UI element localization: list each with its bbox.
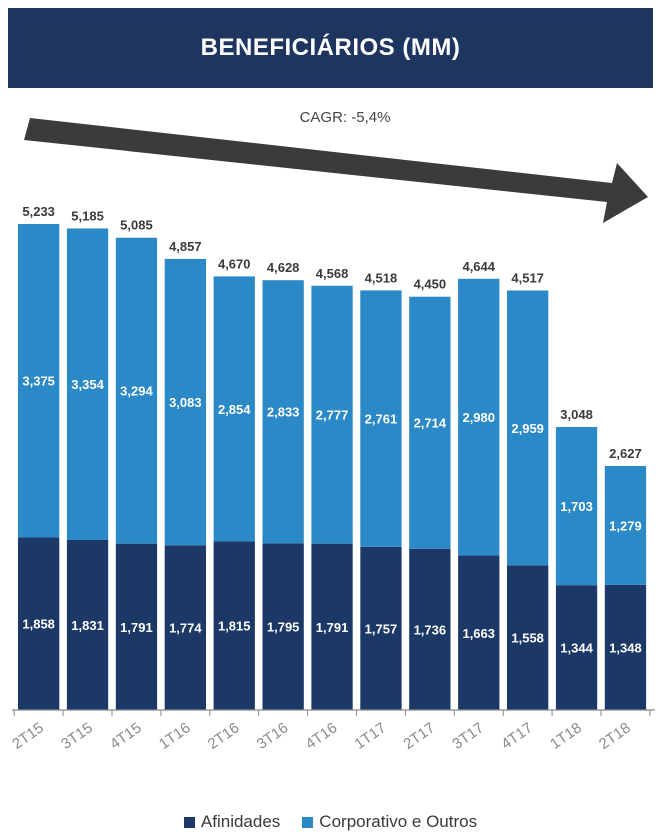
- bar-afinidades: [213, 541, 255, 710]
- legend-item-afinidades: Afinidades: [183, 812, 281, 832]
- data-label-corporativo: 3,375: [22, 374, 55, 389]
- chart-legend: Afinidades Corporativo e Outros: [0, 812, 661, 832]
- bar-afinidades: [458, 555, 500, 710]
- data-label-afinidades: 1,791: [120, 620, 153, 635]
- data-label-afinidades: 1,774: [169, 621, 202, 636]
- data-label-afinidades: 1,795: [267, 620, 300, 635]
- bar-afinidades: [409, 548, 451, 710]
- x-tick-label: 4T16: [303, 719, 341, 753]
- bar-afinidades: [311, 543, 353, 710]
- x-tick-label: 4T17: [498, 719, 536, 753]
- bar-corporativo: [164, 258, 206, 546]
- data-label-corporativo: 2,959: [511, 421, 544, 436]
- bar-afinidades: [115, 543, 158, 710]
- x-tick-label: 2T17: [400, 719, 438, 753]
- total-label: 4,644: [462, 259, 495, 274]
- bar-corporativo: [66, 228, 109, 540]
- total-label: 4,857: [169, 239, 202, 254]
- total-label: 4,517: [511, 270, 544, 285]
- data-label-corporativo: 2,714: [414, 416, 447, 431]
- data-label-corporativo: 3,294: [120, 384, 153, 399]
- bar-afinidades: [262, 543, 304, 710]
- total-label: 5,185: [71, 208, 104, 223]
- data-label-afinidades: 1,757: [365, 621, 398, 636]
- total-label: 4,670: [218, 256, 251, 271]
- data-label-corporativo: 3,083: [169, 395, 202, 410]
- legend-swatch: [302, 816, 314, 828]
- total-label: 5,233: [22, 204, 55, 219]
- x-tick-label: 2T15: [9, 719, 47, 753]
- x-tick-label: 3T16: [254, 719, 292, 753]
- legend-item-corporativo: Corporativo e Outros: [302, 812, 477, 832]
- bar-afinidades: [555, 585, 598, 710]
- data-label-corporativo: 2,833: [267, 405, 300, 420]
- x-tick-label: 1T18: [547, 719, 585, 753]
- data-label-afinidades: 1,663: [462, 626, 495, 641]
- cagr-label: CAGR: -5,4%: [300, 109, 391, 126]
- total-label: 4,568: [316, 266, 349, 281]
- data-label-corporativo: 3,354: [71, 377, 104, 392]
- x-tick-label: 1T17: [351, 719, 389, 753]
- data-label-corporativo: 1,703: [560, 499, 593, 514]
- bar-afinidades: [18, 537, 60, 710]
- x-tick-label: 2T18: [596, 719, 634, 753]
- total-label: 4,450: [414, 277, 447, 292]
- data-label-afinidades: 1,815: [218, 619, 251, 634]
- bar-corporativo: [604, 466, 647, 585]
- bar-afinidades: [604, 584, 647, 710]
- bar-afinidades: [360, 546, 402, 710]
- bar-corporativo: [555, 427, 598, 586]
- x-tick-label: 3T17: [449, 719, 487, 753]
- total-label: 2,627: [609, 446, 642, 461]
- bar-corporativo: [409, 296, 451, 549]
- total-label: 4,518: [365, 270, 398, 285]
- x-tick-label: 3T15: [58, 719, 96, 753]
- data-label-afinidades: 1,736: [414, 622, 447, 637]
- x-tick-label: 2T16: [205, 719, 243, 753]
- data-label-corporativo: 1,279: [609, 518, 642, 533]
- bar-afinidades: [66, 539, 109, 710]
- x-tick-label: 1T16: [156, 719, 194, 753]
- bar-corporativo: [18, 224, 60, 538]
- data-label-afinidades: 1,344: [560, 641, 593, 656]
- total-label: 5,085: [120, 218, 153, 233]
- bar-corporativo: [507, 290, 549, 566]
- bar-corporativo: [213, 276, 255, 542]
- data-label-afinidades: 1,858: [22, 617, 55, 632]
- bar-afinidades: [164, 545, 206, 710]
- bar-corporativo: [458, 278, 500, 556]
- legend-label: Afinidades: [200, 812, 281, 831]
- chart-header: BENEFICIÁRIOS (MM): [8, 8, 653, 88]
- data-label-corporativo: 2,980: [462, 410, 495, 425]
- data-label-afinidades: 1,831: [71, 618, 104, 633]
- bar-afinidades: [507, 565, 549, 710]
- data-label-afinidades: 1,558: [511, 631, 544, 646]
- bar-corporativo: [262, 280, 304, 544]
- total-label: 3,048: [560, 407, 593, 422]
- trend-arrow: [24, 118, 648, 223]
- legend-swatch: [183, 816, 195, 828]
- bar-corporativo: [115, 237, 158, 544]
- data-label-corporativo: 2,777: [316, 408, 349, 423]
- data-label-corporativo: 2,854: [218, 402, 251, 417]
- data-label-afinidades: 1,348: [609, 640, 642, 655]
- bar-corporativo: [360, 290, 402, 547]
- chart-title: BENEFICIÁRIOS (MM): [200, 34, 461, 61]
- data-label-corporativo: 2,761: [365, 412, 398, 427]
- total-label: 4,628: [267, 260, 300, 275]
- bar-corporativo: [311, 285, 353, 544]
- x-tick-label: 4T15: [107, 719, 145, 753]
- legend-label: Corporativo e Outros: [319, 812, 478, 831]
- data-label-afinidades: 1,791: [316, 620, 349, 635]
